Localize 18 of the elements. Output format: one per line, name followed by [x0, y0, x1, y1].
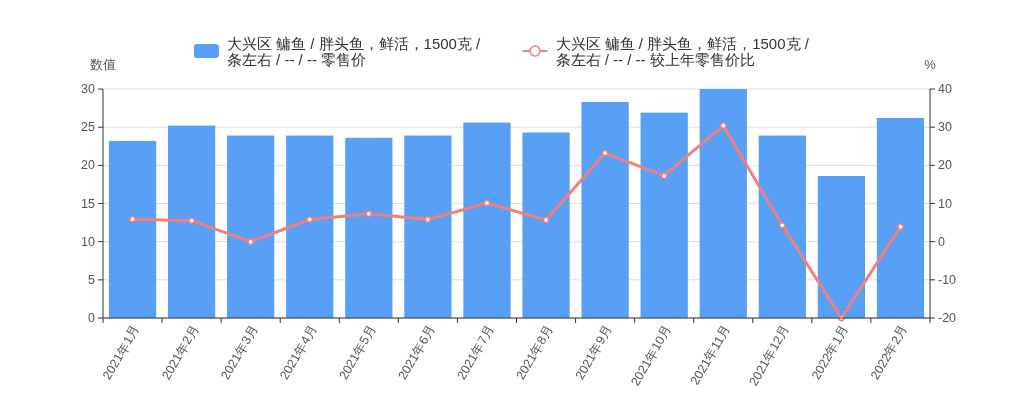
y-tick-label: 5 — [88, 272, 96, 287]
y2-tick-label: 20 — [938, 158, 952, 173]
y-tick-label: 10 — [81, 234, 96, 249]
y2-tick-label: 10 — [938, 196, 952, 211]
y-tick-label: 25 — [81, 120, 96, 135]
y2-axis-title: % — [924, 56, 937, 72]
legend-label: 大兴区 鳙鱼 / 胖头鱼，鲜活，1500克 / 条左右 / -- / -- 较上年零售价比 — [555, 34, 810, 68]
y2-tick-label: -20 — [938, 311, 957, 325]
y2-tick-label: -10 — [938, 272, 957, 287]
y-axis-title: 数值 — [90, 56, 116, 72]
legend-label: 大兴区 鳙鱼 / 胖头鱼，鲜活，1500克 / 条左右 / -- / -- 零售价 — [226, 34, 482, 68]
y2-tick-label: 40 — [938, 82, 952, 96]
y2-tick-label: 0 — [938, 234, 945, 249]
y-tick-label: 15 — [81, 196, 96, 211]
y-tick-label: 20 — [81, 158, 96, 173]
y2-tick-label: 30 — [938, 120, 952, 135]
y-tick-label: 30 — [81, 82, 96, 96]
y-tick-label: 0 — [88, 311, 96, 325]
